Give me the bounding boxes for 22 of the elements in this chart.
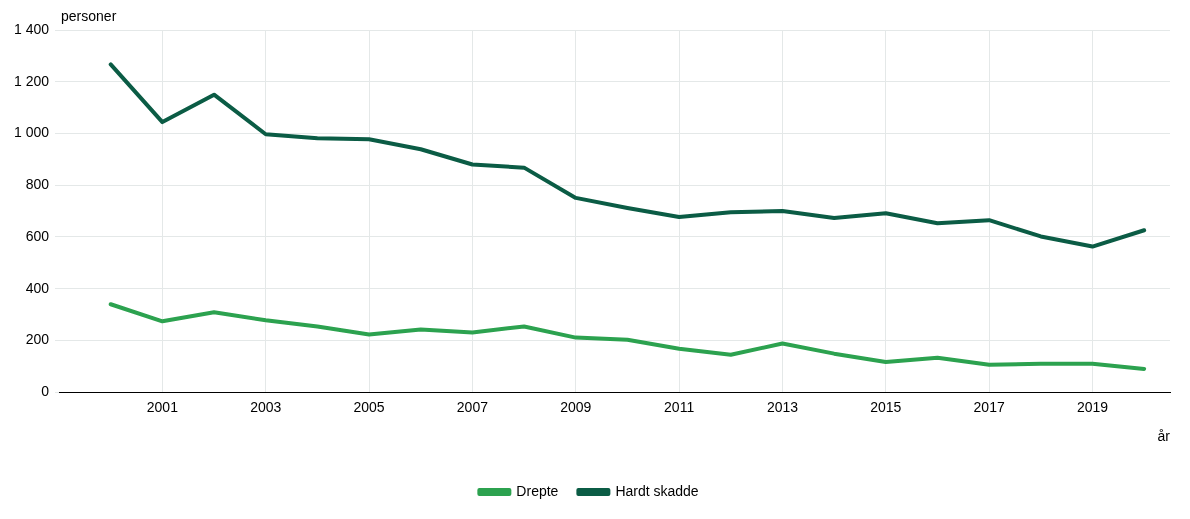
y-tick-label: 1 400 [13, 20, 50, 37]
x-tick-label: 2015 [870, 399, 902, 416]
y-tick-label: 800 [25, 176, 50, 193]
y-tick-label: 200 [25, 331, 50, 348]
x-tick-label: 2001 [146, 399, 179, 416]
x-tick-label: 2009 [560, 399, 592, 416]
y-tick-label: 600 [25, 227, 50, 244]
x-axis-title: år [1157, 428, 1171, 445]
y-tick-label: 1 200 [13, 72, 50, 89]
y-axis-title: personer [61, 7, 117, 24]
x-tick-label: 2011 [664, 399, 695, 416]
legend-label: Hardt skadde [615, 482, 699, 499]
x-tick-label: 2017 [973, 399, 1005, 416]
y-tick-label: 1 000 [13, 124, 50, 141]
x-tick-label: 2007 [456, 399, 489, 416]
x-tick-label: 2013 [766, 399, 799, 416]
legend-label: Drepte [516, 482, 559, 499]
x-tick-label: 2003 [250, 399, 282, 416]
x-tick-label: 2005 [353, 399, 385, 416]
x-tick-label: 2019 [1076, 399, 1109, 416]
y-tick-label: 0 [41, 383, 50, 400]
y-tick-label: 400 [25, 279, 50, 296]
